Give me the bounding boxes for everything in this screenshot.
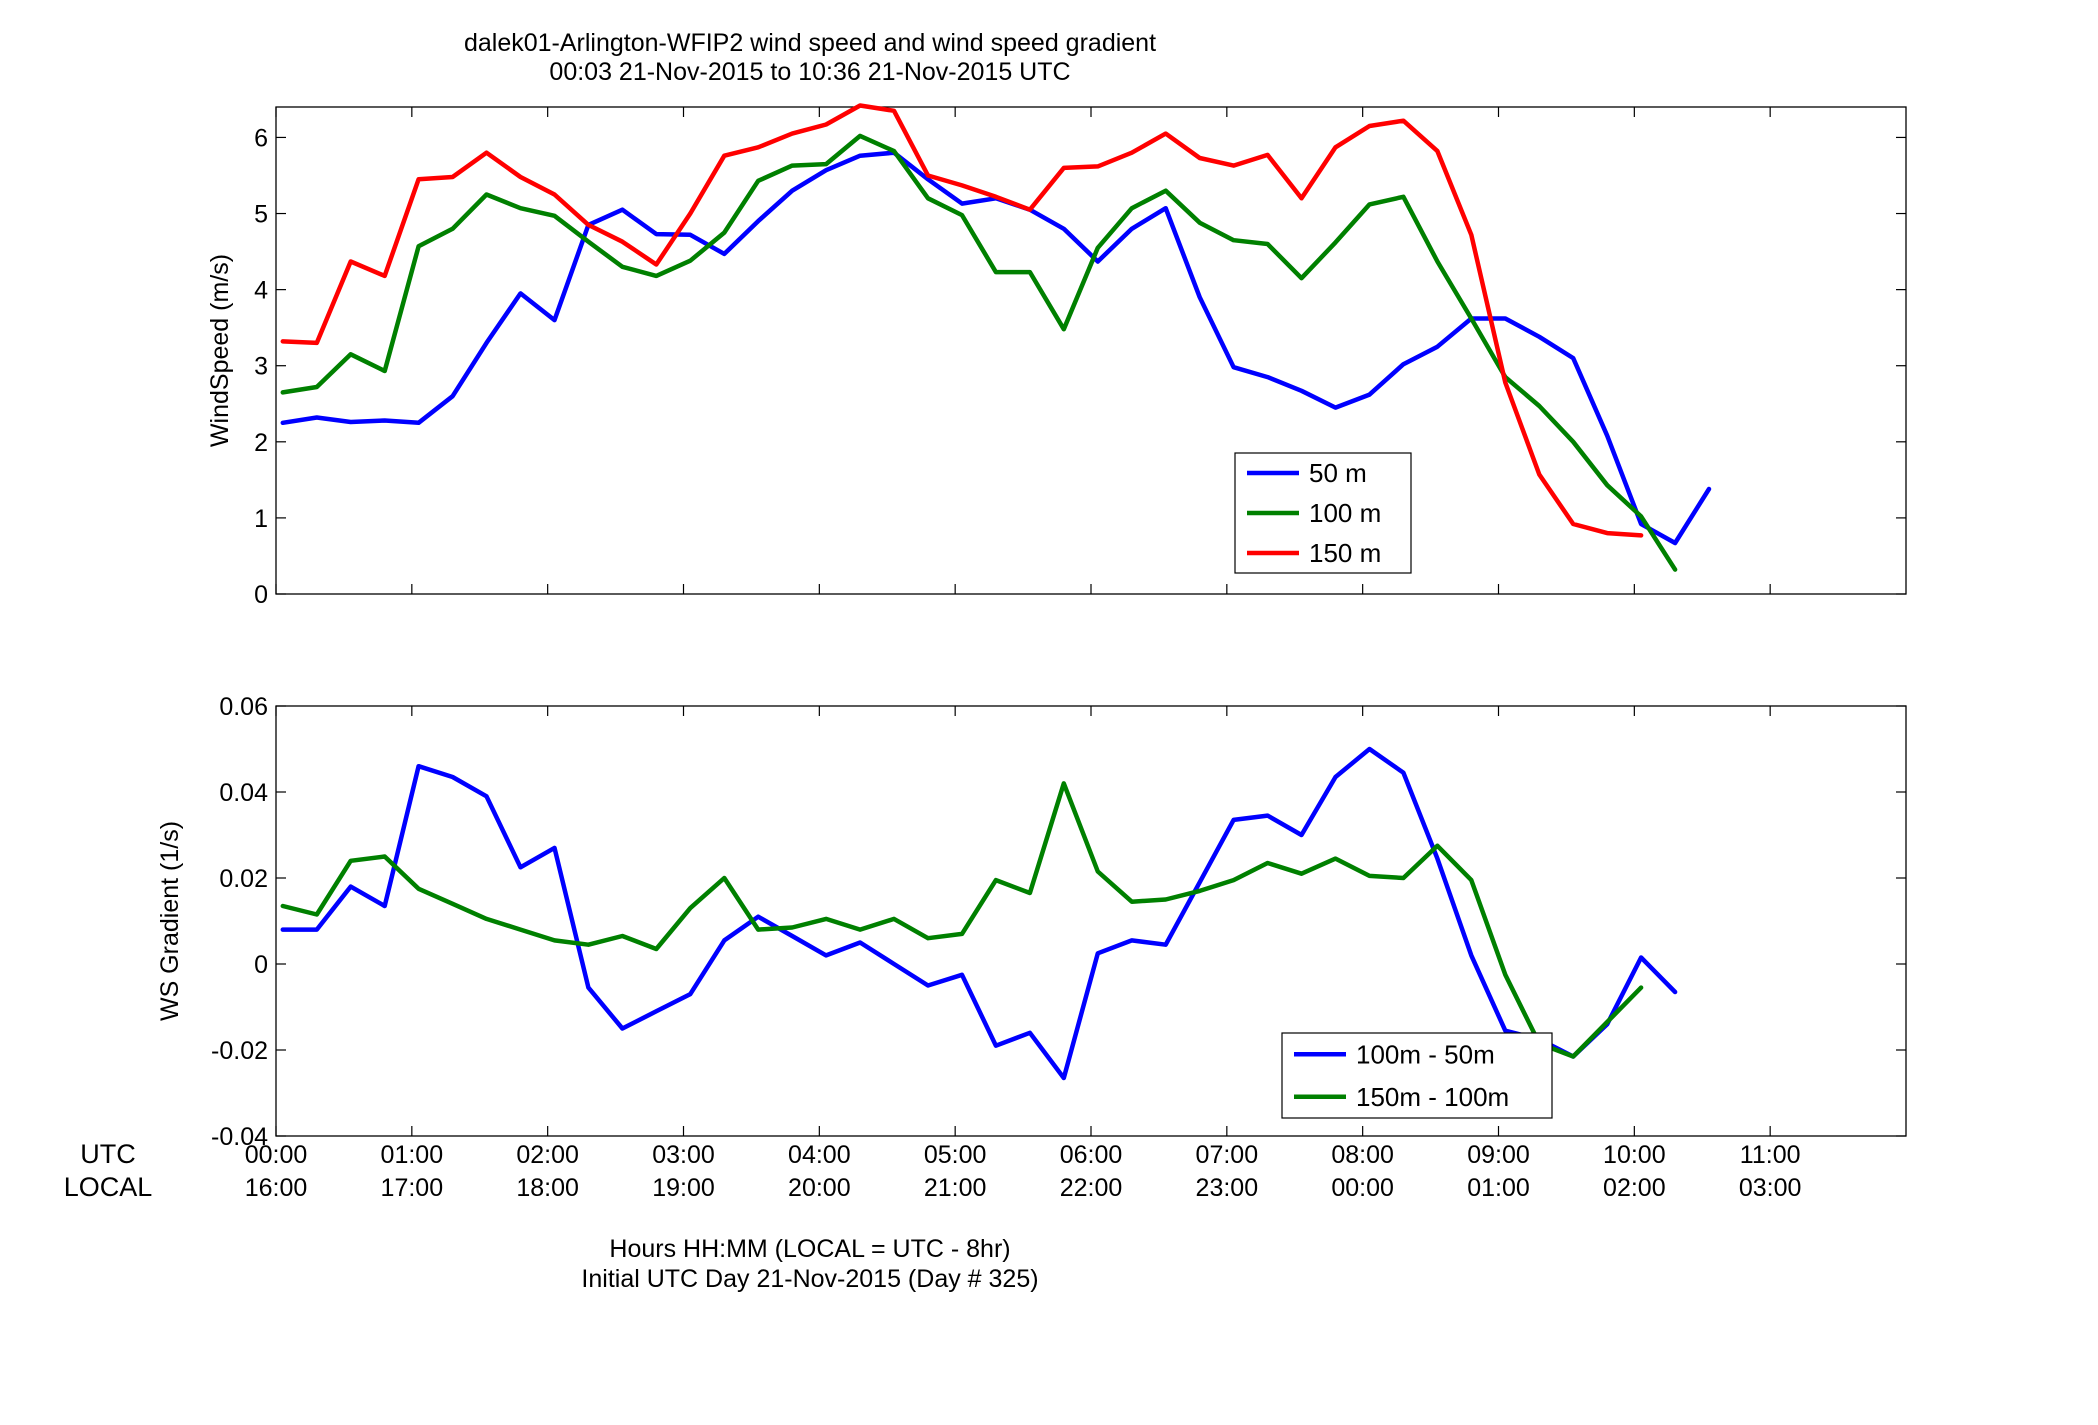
legend-entry: 100 m — [1309, 498, 1381, 528]
utc-tick-label: 04:00 — [788, 1141, 851, 1169]
y-tick-label: 0.04 — [219, 779, 268, 807]
local-tick-label: 23:00 — [1196, 1174, 1259, 1202]
utc-tick-label: 00:00 — [245, 1141, 308, 1169]
local-tick-label: 19:00 — [652, 1174, 715, 1202]
local-tick-label: 17:00 — [381, 1174, 444, 1202]
y-tick-label: 5 — [254, 201, 268, 229]
local-tick-label: 22:00 — [1060, 1174, 1123, 1202]
local-tick-label: 02:00 — [1603, 1174, 1666, 1202]
y-tick-label: 0.02 — [219, 865, 268, 893]
legend-entry: 50 m — [1309, 458, 1367, 488]
y-tick-label: 0.06 — [219, 693, 268, 721]
y-tick-label: 3 — [254, 353, 268, 381]
utc-row-label: UTC — [80, 1139, 136, 1169]
legend-entry: 100m - 50m — [1356, 1039, 1495, 1069]
plot-frame — [275, 705, 1907, 1137]
series-line-150-m — [280, 103, 1644, 538]
y-tick-label: 0 — [254, 581, 268, 609]
legend-entry: 150m - 100m — [1356, 1082, 1509, 1112]
gradient-panel: -0.04 -0.02 0 0.02 0.04 0.06 WS Gradient (1/s)… — [156, 693, 1907, 1151]
utc-tick-label: 01:00 — [381, 1141, 444, 1169]
y-tick-label: 1 — [254, 505, 268, 533]
utc-tick-label: 02:00 — [516, 1141, 579, 1169]
series-line-100m-50m — [280, 746, 1678, 1081]
plot-frame — [275, 106, 1907, 595]
local-row-label: LOCAL — [64, 1172, 153, 1202]
legend: 50 m 100 m 150 m — [1234, 452, 1412, 574]
local-tick-label: 03:00 — [1739, 1174, 1802, 1202]
legend-box — [1281, 1032, 1553, 1119]
utc-tick-label: 08:00 — [1331, 1141, 1394, 1169]
utc-tick-label: 11:00 — [1740, 1141, 1801, 1169]
windspeed-panel: 0 1 2 3 4 5 6 WindSpeed (m/s) 50 m 100 m 150 m — [206, 103, 1907, 609]
series-line-100-m — [280, 133, 1678, 572]
chart-title-line1: dalek01-Arlington-WFIP2 wind speed and w… — [464, 29, 1156, 57]
local-tick-label: 20:00 — [788, 1174, 851, 1202]
local-tick-label: 16:00 — [245, 1174, 308, 1202]
y-axis-label: WindSpeed (m/s) — [206, 254, 234, 447]
series-line-150m-100m — [280, 781, 1644, 1059]
chart-title-line2: 00:03 21-Nov-2015 to 10:36 21-Nov-2015 U… — [549, 58, 1070, 86]
utc-tick-label: 10:00 — [1603, 1141, 1666, 1169]
local-tick-label: 18:00 — [516, 1174, 579, 1202]
x-tick-labels: 00:00 16:00 01:00 17:00 02:00 18:00 03:00 19:00… — [245, 1141, 1802, 1202]
legend-entry: 150 m — [1309, 538, 1381, 568]
utc-tick-label: 09:00 — [1467, 1141, 1530, 1169]
y-tick-label: 0 — [254, 951, 268, 979]
x-axis-label-line1: Hours HH:MM (LOCAL = UTC - 8hr) — [609, 1235, 1010, 1263]
legend: 100m - 50m 150m - 100m — [1281, 1032, 1553, 1119]
y-axis-label: WS Gradient (1/s) — [156, 821, 184, 1021]
y-tick-label: 2 — [254, 429, 268, 457]
y-tick-label: -0.04 — [211, 1123, 268, 1151]
y-tick-label: -0.02 — [211, 1037, 268, 1065]
utc-tick-label: 03:00 — [652, 1141, 715, 1169]
local-tick-label: 01:00 — [1467, 1174, 1530, 1202]
utc-tick-label: 06:00 — [1060, 1141, 1123, 1169]
y-tick-label: 6 — [254, 124, 268, 152]
local-tick-label: 21:00 — [924, 1174, 987, 1202]
x-axis-label-line2: Initial UTC Day 21-Nov-2015 (Day # 325) — [581, 1265, 1038, 1293]
utc-tick-label: 07:00 — [1196, 1141, 1259, 1169]
utc-tick-label: 05:00 — [924, 1141, 987, 1169]
y-tick-label: 4 — [254, 277, 268, 305]
local-tick-label: 00:00 — [1331, 1174, 1394, 1202]
